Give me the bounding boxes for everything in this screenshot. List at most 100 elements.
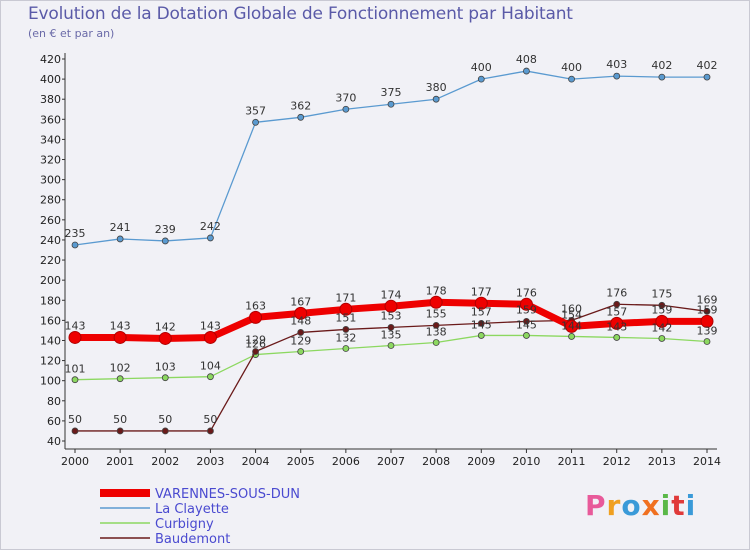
data-label: 157 [606, 305, 627, 318]
data-label: 375 [381, 86, 402, 99]
x-tick-label: 2007 [377, 455, 405, 468]
data-point [158, 331, 172, 345]
data-point [568, 333, 575, 340]
chart-subtitle: (en € et par an) [28, 27, 115, 40]
data-label: 175 [651, 287, 672, 300]
y-tick-label: 140 [40, 334, 61, 347]
y-tick-label: 320 [40, 154, 61, 167]
data-point [207, 427, 214, 435]
data-label: 171 [335, 291, 356, 304]
data-point [568, 75, 575, 83]
data-point [71, 241, 79, 249]
data-label: 242 [200, 220, 221, 233]
data-label: 157 [471, 305, 492, 318]
data-label: 159 [651, 303, 672, 316]
data-point [297, 348, 305, 355]
data-point [477, 332, 485, 339]
data-point [116, 235, 124, 243]
y-tick-label: 80 [47, 395, 61, 408]
data-label: 129 [245, 334, 266, 347]
y-tick-label: 240 [40, 234, 61, 247]
data-label: 142 [651, 321, 672, 334]
data-point [113, 330, 127, 344]
data-label: 154 [561, 308, 582, 321]
data-label: 174 [381, 288, 402, 301]
data-point [68, 330, 82, 344]
data-label: 408 [516, 53, 537, 66]
y-tick-label: 200 [40, 274, 61, 287]
data-label: 102 [110, 362, 131, 375]
data-point [703, 307, 711, 315]
data-label: 159 [697, 303, 718, 316]
x-tick-label: 2000 [61, 455, 89, 468]
x-tick-label: 2013 [648, 455, 676, 468]
data-point [477, 319, 485, 327]
data-label: 145 [516, 318, 537, 331]
x-tick-label: 2002 [151, 455, 179, 468]
data-label: 126 [245, 338, 266, 351]
data-point [294, 306, 308, 320]
y-tick-label: 340 [40, 133, 61, 146]
data-point [519, 297, 533, 311]
data-label: 50 [113, 413, 127, 426]
data-label: 357 [245, 104, 266, 117]
x-tick-label: 2001 [106, 455, 134, 468]
x-tick-label: 2010 [512, 455, 540, 468]
legend-label: Baudemont [155, 532, 230, 547]
data-point [387, 100, 395, 108]
data-label: 50 [203, 413, 217, 426]
data-point [252, 348, 259, 355]
data-label: 380 [426, 81, 447, 94]
data-label: 370 [335, 91, 356, 104]
y-tick-label: 220 [40, 254, 61, 267]
data-point [565, 319, 579, 333]
data-point [71, 376, 79, 384]
x-tick-label: 2012 [603, 455, 631, 468]
data-label: 138 [426, 325, 447, 338]
data-point [207, 234, 214, 242]
y-tick-label: 360 [40, 113, 61, 126]
data-point [249, 310, 263, 324]
data-label: 143 [65, 319, 86, 332]
data-point [207, 373, 214, 381]
data-label: 135 [381, 329, 402, 342]
data-point [387, 324, 395, 331]
y-tick-label: 120 [40, 355, 61, 368]
legend-label: Curbigny [155, 517, 214, 532]
data-point [342, 326, 350, 333]
legend-label: La Clayette [155, 502, 229, 517]
data-label: 178 [426, 284, 447, 297]
data-label: 163 [245, 299, 266, 312]
chart-title: Evolution de la Dotation Globale de Fonc… [28, 4, 573, 24]
data-label: 239 [155, 223, 176, 236]
data-point [116, 375, 124, 383]
data-point [342, 345, 350, 352]
data-label: 167 [290, 295, 311, 308]
data-label: 400 [561, 61, 582, 74]
data-label: 129 [290, 335, 311, 348]
data-label: 139 [697, 324, 718, 337]
data-point [297, 113, 305, 121]
data-point [432, 339, 440, 346]
data-point [384, 299, 398, 313]
data-label: 145 [471, 318, 492, 331]
data-label: 104 [200, 360, 221, 373]
data-point [703, 73, 711, 81]
y-tick-label: 400 [40, 73, 61, 86]
proxiti-logo: Proxiti [585, 489, 697, 522]
data-label: 159 [516, 303, 537, 316]
x-tick-label: 2008 [422, 455, 450, 468]
data-point [613, 334, 621, 341]
data-point [655, 314, 669, 328]
data-point [432, 95, 440, 103]
x-tick-label: 2011 [558, 455, 586, 468]
data-point [342, 105, 350, 113]
y-tick-label: 280 [40, 194, 61, 207]
data-point [429, 295, 443, 309]
data-label: 148 [290, 314, 311, 327]
x-tick-label: 2005 [287, 455, 315, 468]
data-label: 50 [68, 413, 82, 426]
y-tick-label: 380 [40, 93, 61, 106]
data-label: 177 [471, 285, 492, 298]
